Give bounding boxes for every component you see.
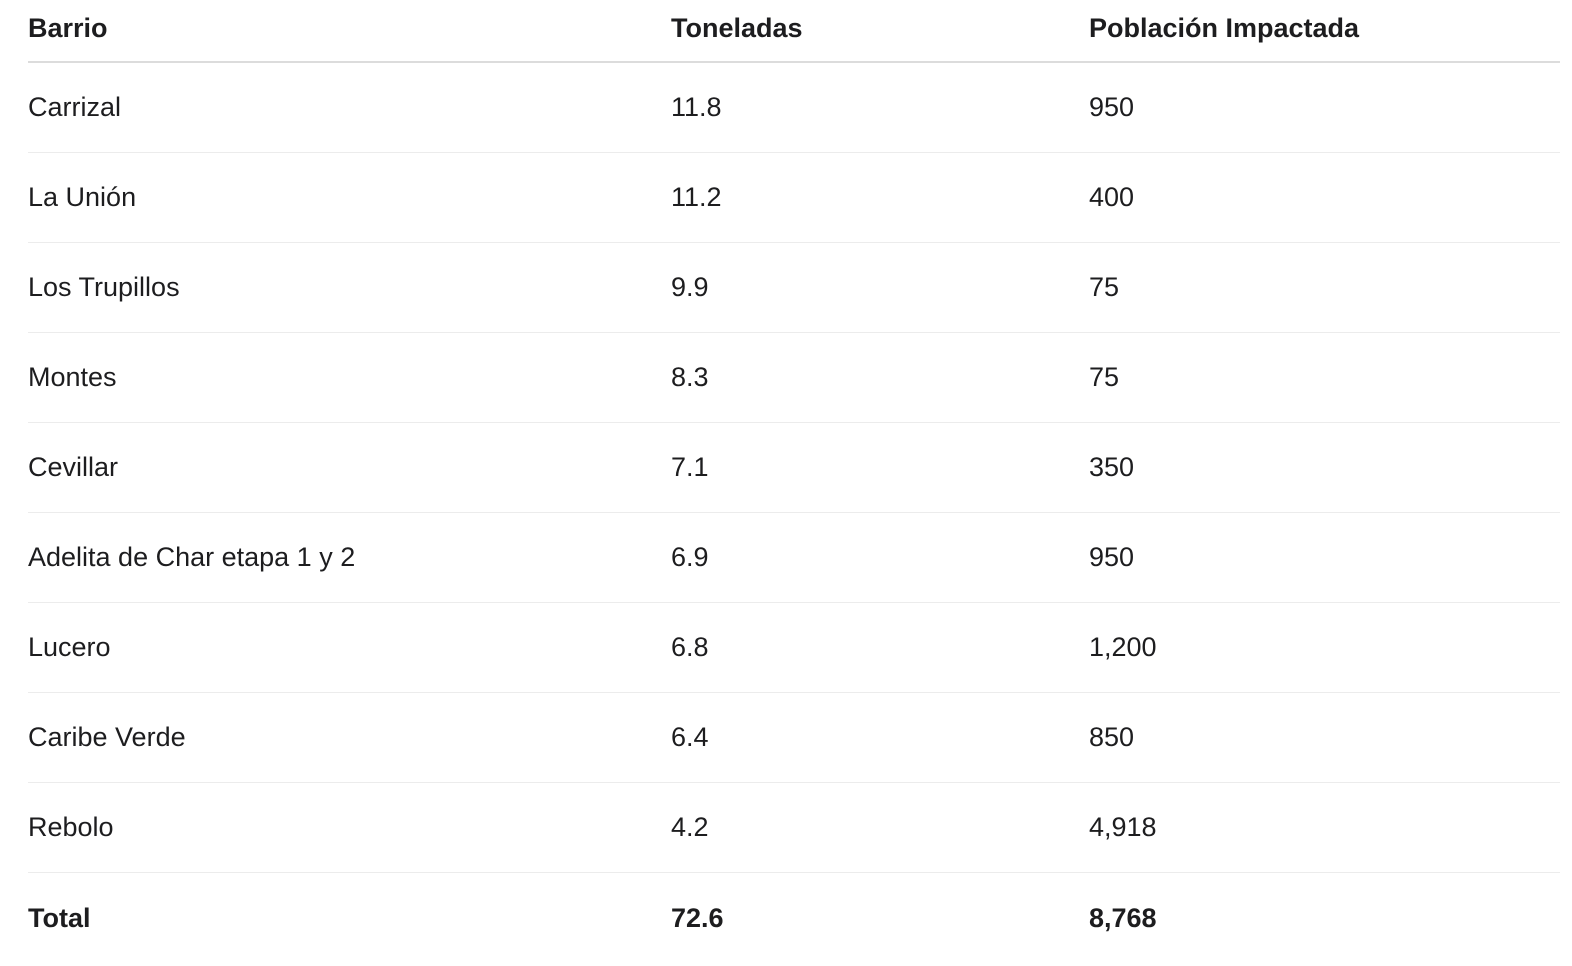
header-toneladas: Toneladas xyxy=(671,13,803,43)
cell-barrio: Montes xyxy=(28,362,117,392)
cell-toneladas: 7.1 xyxy=(671,452,709,482)
table-row: Lucero 6.8 1,200 xyxy=(28,603,1560,693)
cell-poblacion: 950 xyxy=(1089,92,1135,122)
cell-poblacion: 850 xyxy=(1089,722,1135,752)
cell-toneladas: 4.2 xyxy=(671,812,709,842)
total-toneladas: 72.6 xyxy=(671,902,724,933)
header-barrio: Barrio xyxy=(28,13,108,43)
cell-barrio: Cevillar xyxy=(28,452,119,482)
header-poblacion: Población Impactada xyxy=(1089,13,1360,43)
table-row: Caribe Verde 6.4 850 xyxy=(28,693,1560,783)
cell-toneladas: 6.8 xyxy=(671,632,709,662)
table-row: La Unión 11.2 400 xyxy=(28,153,1560,243)
total-row: Total 72.6 8,768 xyxy=(28,873,1560,963)
cell-poblacion: 75 xyxy=(1089,272,1120,302)
table-row: Cevillar 7.1 350 xyxy=(28,423,1560,513)
cell-barrio: Rebolo xyxy=(28,812,114,842)
cell-toneladas: 11.8 xyxy=(671,92,722,122)
cell-barrio: Carrizal xyxy=(28,92,122,122)
cell-barrio: Lucero xyxy=(28,632,111,662)
cell-poblacion: 4,918 xyxy=(1089,812,1157,842)
cell-poblacion: 75 xyxy=(1089,362,1120,392)
data-table: Barrio Toneladas Población Impactada Car… xyxy=(28,0,1560,963)
table-row: Adelita de Char etapa 1 y 2 6.9 950 xyxy=(28,513,1560,603)
cell-toneladas: 8.3 xyxy=(671,362,709,392)
cell-poblacion: 1,200 xyxy=(1089,632,1157,662)
table-row: Los Trupillos 9.9 75 xyxy=(28,243,1560,333)
cell-barrio: Caribe Verde xyxy=(28,722,186,752)
cell-toneladas: 6.9 xyxy=(671,542,709,572)
total-label: Total xyxy=(28,902,91,933)
cell-toneladas: 11.2 xyxy=(671,182,722,212)
table-row: Carrizal 11.8 950 xyxy=(28,63,1560,153)
table-row: Montes 8.3 75 xyxy=(28,333,1560,423)
cell-barrio: La Unión xyxy=(28,182,137,212)
cell-toneladas: 9.9 xyxy=(671,272,709,302)
cell-toneladas: 6.4 xyxy=(671,722,709,752)
cell-barrio: Adelita de Char etapa 1 y 2 xyxy=(28,542,356,572)
cell-poblacion: 400 xyxy=(1089,182,1135,212)
table-row: Rebolo 4.2 4,918 xyxy=(28,783,1560,873)
table-header: Barrio Toneladas Población Impactada xyxy=(28,0,1560,63)
total-poblacion: 8,768 xyxy=(1089,902,1157,933)
cell-poblacion: 950 xyxy=(1089,542,1135,572)
cell-poblacion: 350 xyxy=(1089,452,1135,482)
cell-barrio: Los Trupillos xyxy=(28,272,180,302)
